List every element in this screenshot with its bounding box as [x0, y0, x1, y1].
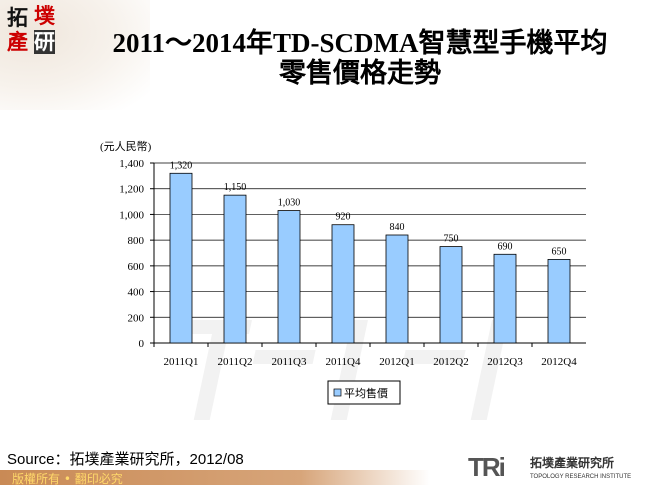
- page-title: 2011～2014年TD-SCDMA智慧型手機平均 零售價格走勢: [70, 28, 650, 88]
- title-line-2: 零售價格走勢: [279, 58, 441, 88]
- y-tick-label: 0: [139, 338, 145, 350]
- x-tick-label: 2012Q3: [487, 356, 523, 368]
- y-axis-label: (元人民幣): [100, 140, 152, 153]
- y-tick-label: 600: [128, 261, 145, 273]
- x-tick-label: 2012Q4: [541, 356, 577, 368]
- data-label: 750: [444, 234, 459, 245]
- footer-bar: 版權所有 • 翻印必究: [0, 470, 430, 486]
- y-tick-label: 1,000: [119, 209, 144, 221]
- brand-name-zh: 拓墣產業研究所: [530, 456, 615, 470]
- y-tick-label: 200: [128, 312, 145, 324]
- background-map: [0, 0, 150, 110]
- y-tick-label: 1,400: [119, 158, 144, 170]
- y-tick-label: 1,200: [119, 184, 144, 196]
- watermark-shape: [402, 350, 466, 364]
- data-label: 1,030: [278, 198, 301, 209]
- data-label: 840: [390, 222, 405, 233]
- logo-char: 研: [34, 30, 55, 54]
- bar: [223, 194, 247, 344]
- logo-char: 產: [7, 30, 28, 54]
- data-label: 920: [336, 212, 351, 223]
- watermark-shape: [252, 350, 316, 364]
- brand-name-en: TOPOLOGY RESEARCH INSTITUTE: [530, 474, 632, 480]
- bar: [439, 246, 463, 344]
- legend-swatch: [333, 388, 342, 397]
- bar: [277, 210, 301, 344]
- data-label: 690: [498, 241, 513, 252]
- y-tick-label: 800: [128, 235, 145, 247]
- x-tick-label: 2011Q1: [163, 356, 198, 368]
- logo-char: 墣: [34, 4, 55, 28]
- legend-label: 平均售價: [344, 386, 388, 400]
- tri-mark: TRi: [468, 452, 506, 482]
- x-tick-label: 2011Q3: [271, 356, 307, 368]
- y-tick-label: 400: [128, 287, 145, 299]
- legend-box: [327, 380, 401, 405]
- x-tick-label: 2012Q1: [379, 356, 414, 368]
- title-line-1: 2011～2014年TD-SCDMA智慧型手機平均: [112, 28, 608, 58]
- x-tick-label: 2012Q2: [433, 356, 468, 368]
- data-label: 1,320: [170, 160, 193, 171]
- logo-char: 拓: [7, 6, 28, 30]
- copyright-text: 版權所有 • 翻印必究: [12, 472, 123, 486]
- data-label: 1,150: [224, 182, 247, 193]
- data-label: 650: [552, 246, 567, 257]
- bar: [547, 259, 571, 344]
- tri-logo: TRi: [468, 452, 506, 482]
- logo: 拓 墣 產 研: [7, 4, 62, 56]
- x-tick-label: 2011Q4: [325, 356, 361, 368]
- watermark-shape: [193, 320, 231, 420]
- watermark-shape: [470, 320, 508, 420]
- bar: [331, 224, 355, 344]
- x-tick-label: 2011Q2: [217, 356, 252, 368]
- source-note: Source：拓墣產業研究所，2012/08: [7, 451, 244, 468]
- bar: [493, 253, 517, 344]
- bar: [169, 172, 193, 344]
- bar: [385, 234, 409, 344]
